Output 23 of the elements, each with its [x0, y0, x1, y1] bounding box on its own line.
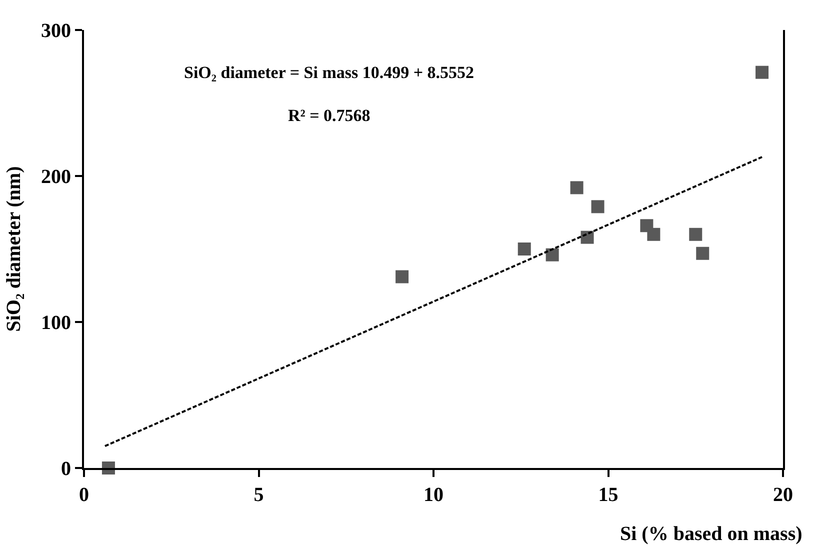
x-tick-label: 0 — [79, 484, 89, 506]
point — [580, 230, 594, 244]
point — [696, 246, 710, 260]
point — [591, 200, 604, 214]
y-tick-label: 100 — [41, 312, 71, 334]
point — [570, 181, 584, 194]
point — [647, 228, 660, 241]
point — [546, 248, 559, 262]
point — [396, 270, 409, 284]
x-tick-label: 15 — [598, 484, 618, 506]
x-axis-title: Si (% based on mass) — [620, 523, 802, 545]
y-tick-label: 200 — [41, 166, 71, 188]
point — [518, 242, 531, 256]
y-axis-title: SiO₂ diameter (nm) — [3, 166, 25, 332]
point — [756, 66, 769, 79]
x-tick-label: 10 — [424, 484, 444, 506]
y-tick-label: 0 — [61, 458, 71, 480]
x-tick-label: 5 — [254, 484, 264, 506]
x-tick-label: 20 — [773, 484, 793, 506]
y-tick-label: 300 — [41, 20, 71, 42]
annotation: SiO₂ diameter = Si mass 10.499 + 8.5552 — [184, 63, 474, 82]
annotation: R² = 0.7568 — [288, 106, 370, 125]
point — [689, 228, 702, 241]
